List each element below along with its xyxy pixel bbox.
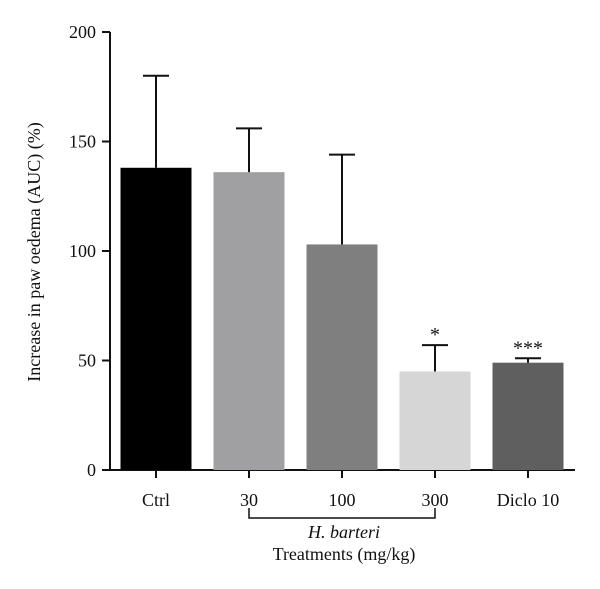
y-tick-label: 200: [69, 22, 96, 42]
x-tick-label: 300: [422, 490, 449, 510]
bar: [306, 244, 378, 470]
bar: [399, 371, 471, 470]
y-tick-label: 150: [69, 132, 96, 152]
y-tick-label: 50: [78, 351, 96, 371]
group-bracket: [248, 508, 436, 519]
labels: 0 50 100 150 200 Ctrl 30 100 300 * Diclo 10 ***: [69, 22, 559, 510]
significance-marker: *: [430, 324, 440, 346]
y-tick-label: 100: [69, 241, 96, 261]
bars: [120, 74, 564, 470]
x-tick-label: Diclo 10: [497, 490, 560, 510]
x-tick-label: Ctrl: [142, 490, 170, 510]
x-axis-label: Treatments (mg/kg): [273, 544, 416, 565]
significance-marker: ***: [513, 337, 543, 359]
x-tick-label: 100: [329, 490, 356, 510]
group-label: H. barteri: [307, 522, 380, 542]
x-tick-label: 30: [240, 490, 258, 510]
bar: [120, 167, 192, 470]
y-tick-label: 0: [87, 460, 96, 480]
bar: [492, 362, 564, 470]
bar: [213, 172, 285, 470]
y-axis-label: Increase in paw oedema (AUC) (%): [24, 122, 45, 381]
